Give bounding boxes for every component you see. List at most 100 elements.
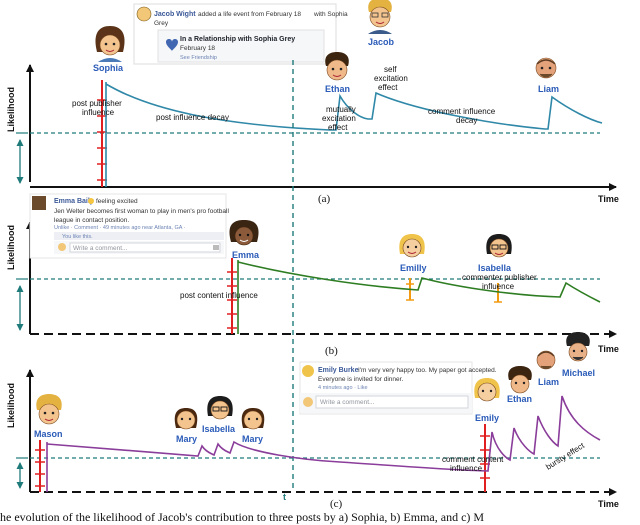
- fb-event-date: February 18: [180, 45, 215, 52]
- name-mary-1: Mary: [176, 434, 197, 444]
- xlabel-b: Time: [598, 344, 619, 354]
- heart-icon: [166, 39, 178, 51]
- fb-meta-b[interactable]: Unlike · Comment · 49 minutes ago near A…: [54, 225, 186, 231]
- ann-decay: post influence decay: [156, 113, 229, 122]
- ann-commenter-1: commenter publisher: [462, 273, 537, 282]
- fb-event-title: In a Relationship with Sophia Grey: [180, 36, 295, 43]
- ann-self-3: effect: [378, 83, 398, 92]
- name-emily-c: Emily: [475, 413, 499, 423]
- avatar-emily-small: [302, 365, 314, 377]
- avatar-jacob-comment-b: [58, 243, 66, 251]
- fb-event-link[interactable]: See Friendship: [180, 55, 217, 61]
- time-t-label: t: [283, 492, 286, 502]
- name-emma: Emma: [232, 250, 260, 260]
- avatar-liam: [535, 57, 557, 79]
- fb-likes-b: You like this.: [62, 234, 93, 240]
- ann-bursty: bursty effect: [544, 441, 586, 472]
- comment-input-b[interactable]: [69, 242, 221, 253]
- fb-author-a[interactable]: Jacob Wight: [154, 11, 196, 18]
- name-liam-c: Liam: [538, 377, 559, 387]
- comment-placeholder-c: Write a comment...: [320, 399, 375, 406]
- curve-b: [237, 261, 601, 303]
- avatar-emily-b: [399, 234, 425, 258]
- avatar-sophia: [95, 26, 125, 62]
- curve-a: [105, 83, 603, 131]
- mason-ticks-c: [35, 449, 45, 487]
- avatar-michael: [566, 332, 590, 362]
- fb-status-card: Emma Baily feeling excited Jen Welter be…: [29, 193, 229, 259]
- avatar-jacob: [368, 0, 392, 34]
- name-emily-b: Emilly: [400, 263, 427, 273]
- avatar-isabella-b: [486, 234, 512, 258]
- name-mary-2: Mary: [242, 434, 263, 444]
- fb-action-a: added a life event from February 18: [198, 11, 301, 18]
- name-ethan-a: Ethan: [325, 84, 350, 94]
- fb-life-event-card: Jacob Wight added a life event from Febr…: [133, 3, 348, 65]
- ann-self-1: self: [384, 65, 397, 74]
- ann-comment-decay-2: decay: [456, 116, 477, 125]
- comment-input-c[interactable]: [315, 395, 469, 409]
- fb-author-c[interactable]: Emily Burke: [318, 367, 359, 374]
- ylabel-a: Likelihood: [6, 87, 16, 132]
- xlabel-c: Time: [598, 499, 619, 509]
- avatar-mary-2: [241, 408, 265, 430]
- panel-c: Likelihood Time (c) comment content infl…: [6, 332, 619, 510]
- panel-label-a: (a): [318, 193, 331, 205]
- name-liam-a: Liam: [538, 84, 559, 94]
- ann-comment-content-1: comment content: [442, 455, 504, 464]
- fb-with2-a: Grey: [154, 20, 169, 27]
- xlabel-a: Time: [598, 194, 619, 204]
- ann-self-2: excitation: [374, 74, 408, 83]
- avatar-ethan: [325, 52, 349, 81]
- content-ticks-b: [227, 271, 237, 329]
- avatar-liam-c: [536, 350, 556, 370]
- avatar-ethan-c: [508, 366, 532, 394]
- figure-caption: he evolution of the likelihood of Jacob'…: [0, 510, 484, 524]
- fb-with-a: with Sophia: [313, 11, 348, 18]
- fb-meta-c[interactable]: 4 minutes ago · Like: [318, 385, 368, 391]
- name-michael: Michael: [562, 368, 595, 378]
- ann-mutual-3: effect: [328, 123, 348, 132]
- panel-a: Likelihood Time (a) post publisher influ…: [6, 0, 619, 205]
- ylabel-b: Likelihood: [6, 225, 16, 270]
- ann-comment-content-2: influence: [450, 464, 483, 473]
- name-isabella-c: Isabella: [202, 424, 236, 434]
- ann-post-content: post content influence: [180, 291, 258, 300]
- avatar-emma: [229, 220, 259, 246]
- name-isabella-b: Isabella: [478, 263, 512, 273]
- avatar-isabella-c: [207, 396, 233, 420]
- fb-line1-c: I'm very very happy too. My paper got ac…: [358, 367, 497, 374]
- fb-comment-card: Emily Burke I'm very very happy too. My …: [299, 361, 497, 415]
- avatar-mary-1: [174, 408, 198, 430]
- panel-label-c: (c): [330, 498, 343, 510]
- comment-placeholder-b: Write a comment...: [73, 245, 128, 252]
- ann-post-publisher-2: influence: [82, 108, 115, 117]
- fb-author-b[interactable]: Emma Baily: [54, 198, 94, 205]
- curve-c: [46, 395, 601, 472]
- avatar-emily-c: [474, 378, 500, 402]
- avatar-emma-small: [32, 196, 46, 210]
- name-ethan-c: Ethan: [507, 394, 532, 404]
- ann-comment-decay-1: comment influence: [428, 107, 496, 116]
- panel-label-b: (b): [325, 345, 338, 357]
- name-mason: Mason: [34, 429, 63, 439]
- ann-mutual-1: mutually: [326, 105, 356, 114]
- ann-commenter-2: influence: [482, 282, 515, 291]
- avatar-jacob-small: [136, 6, 152, 22]
- fb-line2-b: league in contact position.: [54, 217, 129, 224]
- ann-post-publisher-1: post publisher: [72, 99, 122, 108]
- fb-line1-b: Jen Welter becomes first woman to play i…: [54, 208, 229, 215]
- name-jacob: Jacob: [368, 37, 395, 47]
- fb-line2-c: Everyone is invited for dinner.: [318, 376, 403, 383]
- camera-icon[interactable]: [213, 245, 219, 250]
- name-sophia: Sophia: [93, 63, 124, 73]
- smiley-icon: [88, 198, 94, 204]
- avatar-mason: [36, 394, 62, 425]
- fb-event-box: [157, 29, 325, 63]
- fb-status-b: feeling excited: [96, 198, 138, 205]
- avatar-jacob-comment-c: [303, 397, 313, 407]
- panel-b: Likelihood Time (b) post content influen…: [6, 193, 619, 357]
- ylabel-c: Likelihood: [6, 383, 16, 428]
- ann-mutual-2: excitation: [322, 114, 356, 123]
